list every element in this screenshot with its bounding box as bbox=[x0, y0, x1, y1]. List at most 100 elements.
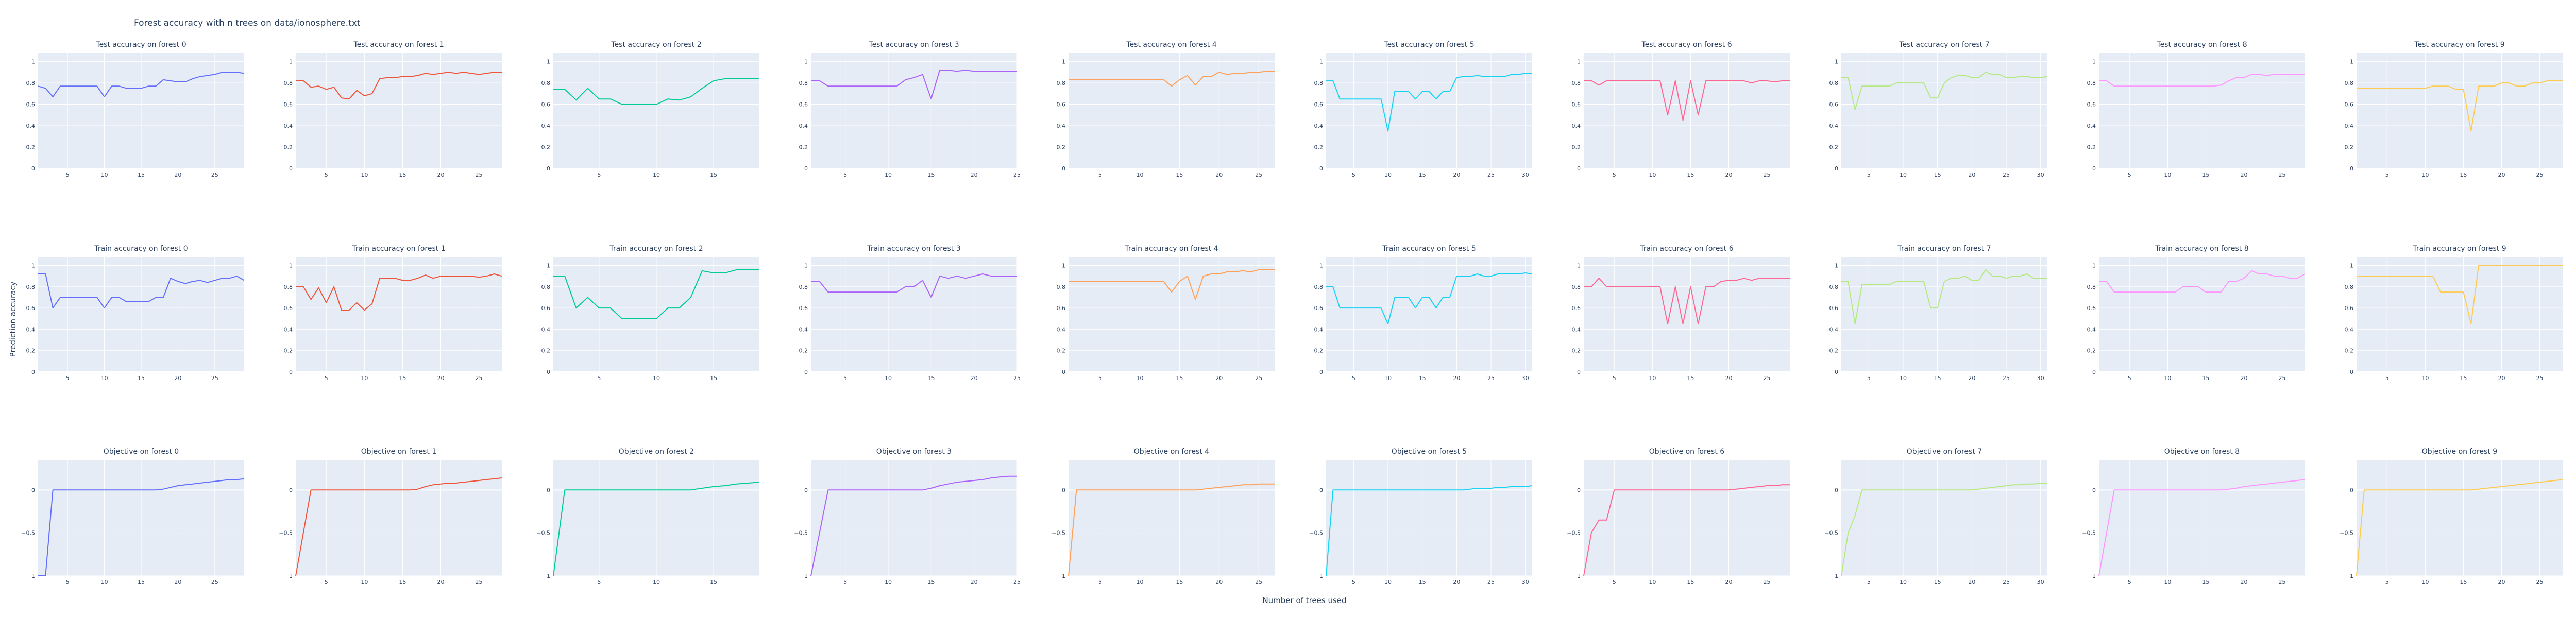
y-tick-label: −1 bbox=[1315, 573, 1323, 579]
y-tick-label: 0.4 bbox=[1829, 123, 1839, 129]
x-tick-label: 5 bbox=[1867, 375, 1871, 382]
y-tick-label: 0.6 bbox=[2345, 305, 2354, 312]
y-tick-label: 0.8 bbox=[1057, 80, 1066, 87]
y-tick-label: 1 bbox=[1577, 59, 1581, 65]
x-tick-label: 20 bbox=[2498, 579, 2505, 586]
x-tick-label: 10 bbox=[653, 171, 660, 178]
y-tick-label: 0.4 bbox=[1572, 123, 1581, 129]
y-tick-label: 1 bbox=[2092, 59, 2096, 65]
x-tick-label: 20 bbox=[1968, 375, 1975, 382]
plot-area bbox=[2357, 53, 2563, 168]
y-tick-label: 0.8 bbox=[541, 80, 551, 87]
x-tick-label: 5 bbox=[2385, 375, 2389, 382]
plot-area bbox=[811, 460, 1017, 576]
y-tick-label: 0.4 bbox=[541, 123, 551, 129]
x-tick-label: 5 bbox=[1352, 579, 1355, 586]
series-line-forest-7 bbox=[1841, 483, 2047, 576]
y-tick-label: 0.8 bbox=[541, 284, 551, 290]
y-tick-label: 0.2 bbox=[2345, 348, 2354, 354]
x-tick-label: 15 bbox=[1934, 579, 1941, 586]
series-line-forest-2 bbox=[553, 269, 759, 319]
y-tick-label: 0.4 bbox=[284, 123, 293, 129]
subplot-title: Test accuracy on forest 0 bbox=[95, 41, 186, 49]
subplot-test-1: 5 10 15 20 25 0 0.2 0.4 0.6 0.8 1 Test accuracy on … bbox=[284, 41, 502, 178]
plot-area bbox=[2357, 460, 2563, 576]
plot-area bbox=[2099, 257, 2305, 372]
subplot-objective-6: 5 10 15 20 25 −1 −0.5 0 Objective on forest 6 bbox=[1567, 448, 1790, 586]
subplot-objective-9: 5 10 15 20 25 −1 −0.5 0 Objective on forest 9 bbox=[2340, 448, 2563, 586]
y-tick-label: 0 bbox=[2350, 487, 2353, 493]
y-tick-label: 0 bbox=[1319, 369, 1323, 375]
series-line-forest-2 bbox=[553, 78, 759, 105]
x-tick-label: 15 bbox=[2460, 171, 2467, 178]
x-tick-label: 25 bbox=[1255, 375, 1262, 382]
y-tick-label: 0.6 bbox=[1829, 305, 1839, 312]
y-tick-label: 0.8 bbox=[284, 284, 293, 290]
x-tick-label: 5 bbox=[2128, 579, 2131, 586]
plot-area bbox=[1584, 53, 1790, 168]
plot-area bbox=[1069, 257, 1275, 372]
x-tick-label: 25 bbox=[2279, 375, 2286, 382]
subplot-title: Train accuracy on forest 8 bbox=[2155, 245, 2248, 253]
x-tick-label: 10 bbox=[361, 171, 368, 178]
subplot-title: Train accuracy on forest 3 bbox=[867, 245, 960, 253]
subplot-train-1: 5 10 15 20 25 0 0.2 0.4 0.6 0.8 1 Train accuracy on… bbox=[284, 245, 502, 382]
x-tick-label: 15 bbox=[710, 375, 717, 382]
x-tick-label: 5 bbox=[1098, 375, 1102, 382]
series-line-forest-2 bbox=[553, 482, 760, 576]
y-tick-label: 0.6 bbox=[541, 305, 551, 312]
y-tick-label: 0.8 bbox=[2345, 284, 2354, 290]
x-tick-label: 20 bbox=[1968, 171, 1975, 178]
x-tick-label: 15 bbox=[1687, 579, 1694, 586]
subplot-train-2: 5 10 15 0 0.2 0.4 0.6 0.8 1 Train accuracy on for… bbox=[541, 245, 759, 382]
y-tick-label: 1 bbox=[2092, 263, 2096, 269]
subplot-objective-3: 5 10 15 20 25 −1 −0.5 0 Objective on forest 3 bbox=[794, 448, 1021, 586]
x-tick-label: 10 bbox=[1136, 171, 1143, 178]
x-tick-label: 5 bbox=[843, 375, 847, 382]
y-tick-label: 0.4 bbox=[2087, 123, 2096, 129]
x-tick-label: 20 bbox=[1725, 375, 1732, 382]
y-tick-label: 0.6 bbox=[2087, 305, 2096, 312]
y-tick-label: 0.2 bbox=[1572, 348, 1581, 354]
x-tick-label: 25 bbox=[476, 579, 483, 586]
y-tick-label: 0.6 bbox=[2345, 101, 2354, 108]
y-tick-label: 0 bbox=[804, 165, 808, 172]
x-tick-label: 10 bbox=[885, 171, 892, 178]
x-tick-label: 25 bbox=[1013, 171, 1021, 178]
y-tick-label: 0.2 bbox=[799, 144, 808, 151]
y-tick-label: 0.2 bbox=[284, 144, 293, 151]
y-tick-label: 0 bbox=[2350, 165, 2353, 172]
y-tick-label: 1 bbox=[547, 59, 550, 65]
y-tick-label: 0.6 bbox=[799, 101, 808, 108]
y-tick-label: 0.8 bbox=[1572, 80, 1581, 87]
x-tick-label: 15 bbox=[2202, 375, 2209, 382]
x-tick-label: 10 bbox=[653, 579, 660, 586]
x-tick-label: 10 bbox=[1900, 375, 1907, 382]
y-tick-label: 0.8 bbox=[1829, 80, 1839, 87]
x-tick-label: 5 bbox=[2128, 375, 2131, 382]
series-line-forest-9 bbox=[2357, 265, 2563, 325]
y-tick-label: 1 bbox=[804, 263, 808, 269]
subplot-test-6: 5 10 15 20 25 0 0.2 0.4 0.6 0.8 1 Test accuracy on … bbox=[1572, 41, 1790, 178]
x-tick-label: 15 bbox=[2202, 579, 2209, 586]
x-tick-label: 20 bbox=[2240, 171, 2247, 178]
y-tick-label: 0.6 bbox=[799, 305, 808, 312]
x-tick-label: 25 bbox=[476, 171, 483, 178]
y-tick-label: 0 bbox=[804, 487, 808, 493]
y-tick-label: 0.6 bbox=[284, 305, 293, 312]
y-tick-label: 0 bbox=[1062, 165, 1065, 172]
x-tick-label: 5 bbox=[597, 579, 601, 586]
plot-area bbox=[1326, 460, 1532, 576]
series-line-forest-0 bbox=[38, 273, 245, 309]
x-tick-label: 5 bbox=[2385, 171, 2389, 178]
x-tick-label: 10 bbox=[2421, 171, 2429, 178]
x-tick-label: 30 bbox=[2037, 579, 2044, 586]
y-tick-label: 0.6 bbox=[26, 305, 36, 312]
x-tick-label: 25 bbox=[1255, 171, 1262, 178]
x-tick-label: 15 bbox=[138, 171, 145, 178]
x-tick-label: 20 bbox=[437, 171, 444, 178]
x-tick-label: 25 bbox=[2536, 375, 2544, 382]
x-tick-label: 25 bbox=[476, 375, 483, 382]
subplot-title: Train accuracy on forest 5 bbox=[1382, 245, 1476, 253]
series-line-forest-1 bbox=[295, 477, 502, 576]
